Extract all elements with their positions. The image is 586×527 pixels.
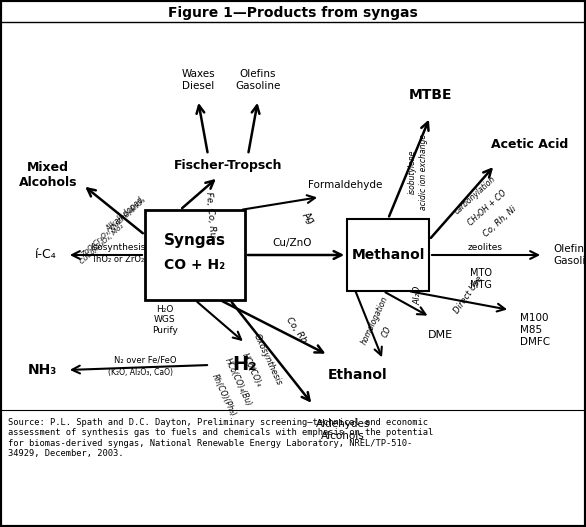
Text: N₂ over Fe/FeO: N₂ over Fe/FeO: [114, 356, 176, 365]
Text: DME: DME: [427, 330, 452, 340]
Text: Fischer-Tropsch: Fischer-Tropsch: [174, 159, 282, 171]
Text: Olefins
Gasoline: Olefins Gasoline: [236, 69, 281, 91]
Text: CuCo/Al₂O₃, Mo₂: CuCo/Al₂O₃, Mo₂: [79, 223, 125, 265]
Text: Cu/ZnO: Cu/ZnO: [272, 238, 312, 248]
Text: Direct Use: Direct Use: [452, 275, 484, 316]
Text: CO: CO: [380, 325, 393, 339]
Text: HCo(CO)₄(Bu): HCo(CO)₄(Bu): [223, 356, 253, 407]
Text: H₂O
WGS
Purify: H₂O WGS Purify: [152, 305, 178, 335]
Text: MTBE: MTBE: [408, 88, 452, 102]
Text: Oxosynthesis: Oxosynthesis: [252, 333, 284, 387]
Text: Ag: Ag: [300, 210, 316, 226]
Text: isobutylene: isobutylene: [407, 150, 417, 194]
Text: Mixed
Alcohols: Mixed Alcohols: [19, 161, 77, 189]
Text: zeolites: zeolites: [468, 242, 503, 251]
Text: Alkali-doped: Alkali-doped: [104, 196, 145, 234]
Text: NH₃: NH₃: [28, 363, 57, 377]
Text: Olefins
Gasoline: Olefins Gasoline: [553, 244, 586, 266]
Text: Co, Rh, Ni: Co, Rh, Ni: [482, 205, 519, 239]
Text: Ethanol: Ethanol: [328, 368, 388, 382]
Text: CH₃OH + CO: CH₃OH + CO: [466, 189, 508, 228]
Text: í-C₄: í-C₄: [34, 249, 56, 261]
Text: Figure 1—Products from syngas: Figure 1—Products from syngas: [168, 6, 418, 20]
Text: Fe, Co, Ru: Fe, Co, Ru: [203, 192, 216, 238]
Text: Co, Rh: Co, Rh: [284, 315, 308, 345]
Text: M100
M85
DMFC: M100 M85 DMFC: [520, 314, 550, 347]
Text: Source: P.L. Spath and D.C. Dayton, Preliminary screening—technical and economic: Source: P.L. Spath and D.C. Dayton, Prel…: [8, 418, 433, 458]
Text: (K₂O, Al₂O₃, CaO): (K₂O, Al₂O₃, CaO): [107, 368, 172, 377]
Text: Aldehydes
Alcohols: Aldehydes Alcohols: [316, 419, 370, 441]
Text: homologation: homologation: [360, 295, 390, 346]
Text: CO + H₂: CO + H₂: [165, 258, 226, 272]
Text: HCo(CO)₄: HCo(CO)₄: [240, 352, 264, 388]
Text: Al₂O: Al₂O: [414, 285, 423, 305]
Text: Formaldehyde: Formaldehyde: [308, 180, 382, 190]
Text: Methanol: Methanol: [352, 248, 425, 262]
Text: Syngas: Syngas: [164, 233, 226, 249]
Text: MTO
MTG: MTO MTG: [470, 268, 492, 290]
Text: acidic ion exchange: acidic ion exchange: [420, 134, 428, 210]
Text: H₂: H₂: [233, 356, 257, 375]
Text: ZnO,Cr₂O₃, CuZnO/Al₂O₃: ZnO,Cr₂O₃, CuZnO/Al₂O₃: [80, 198, 146, 258]
Text: Isosynthesis: Isosynthesis: [90, 243, 146, 252]
Text: ThO₂ or ZrO₂: ThO₂ or ZrO₂: [91, 256, 145, 265]
Text: carbonylation: carbonylation: [452, 174, 498, 216]
Bar: [347, 219, 429, 291]
Text: Acetic Acid: Acetic Acid: [492, 139, 568, 151]
Bar: [145, 210, 245, 300]
Text: Rh(CO)(Ph₃): Rh(CO)(Ph₃): [210, 372, 238, 418]
Text: Waxes
Diesel: Waxes Diesel: [181, 69, 215, 91]
